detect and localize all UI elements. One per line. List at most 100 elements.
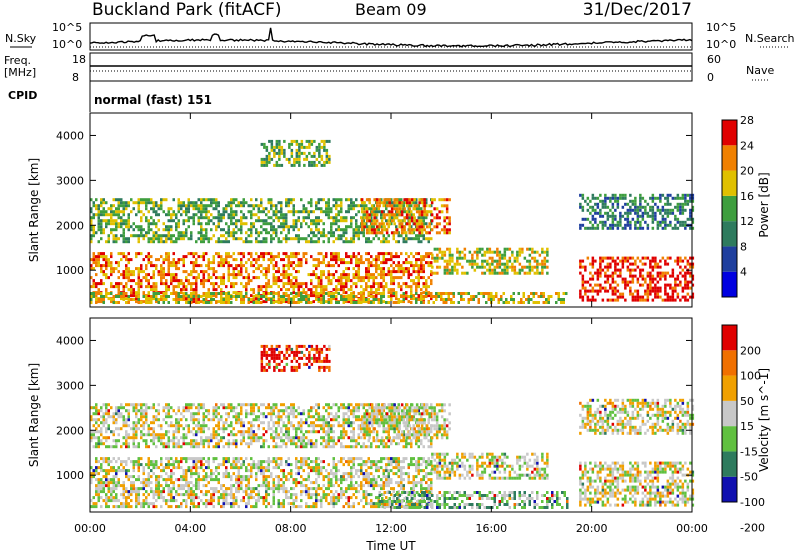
power-cell-0 — [377, 252, 380, 256]
velocity-cell-0 — [147, 484, 150, 488]
power-cell-7 — [355, 295, 358, 298]
power-cell-0 — [287, 264, 290, 268]
power-cell-6 — [624, 217, 627, 221]
power-cell-6 — [619, 223, 622, 227]
power-cell-2 — [445, 204, 449, 208]
power-cell-6 — [659, 211, 662, 215]
power-cell-6 — [629, 220, 632, 224]
power-cell-6 — [641, 214, 645, 218]
power-cell-2 — [383, 198, 386, 202]
power-cell-1 — [145, 207, 148, 211]
power-cell-7 — [315, 292, 318, 295]
power-cell-1 — [185, 204, 188, 208]
power-cell-3 — [518, 247, 522, 251]
power-cell-1 — [145, 231, 148, 235]
power-cell-6 — [651, 217, 655, 221]
velocity-cell-0 — [200, 499, 203, 503]
power-cell-2 — [363, 222, 366, 226]
velocity-cell-0 — [285, 493, 288, 497]
power-cell-1 — [295, 237, 298, 241]
velocity-cell-0 — [240, 478, 243, 482]
velocity-cell-0 — [237, 484, 240, 488]
velocity-cell-0 — [142, 487, 145, 491]
power-cell-7 — [267, 292, 270, 295]
power-cell-1 — [412, 201, 415, 205]
power-cell-7 — [155, 295, 158, 298]
velocity-cell-0 — [227, 493, 230, 497]
power-cell-0 — [370, 261, 373, 265]
power-cell-1 — [197, 207, 200, 211]
velocity-cell-0 — [160, 475, 163, 479]
power-cell-0 — [402, 300, 405, 304]
power-cell-2 — [360, 222, 364, 226]
power-cell-7 — [280, 295, 283, 298]
power-cell-0 — [250, 288, 253, 292]
power-cell-3 — [458, 250, 462, 254]
power-cell-0 — [275, 300, 278, 304]
power-cell-0 — [407, 273, 410, 277]
power-cell-0 — [165, 285, 168, 289]
power-cell-7 — [205, 301, 208, 304]
power-cell-1 — [265, 207, 268, 211]
power-cell-5 — [621, 259, 625, 263]
velocity-cell-0 — [172, 484, 175, 488]
power-cell-6 — [591, 193, 595, 197]
power-cell-0 — [417, 270, 420, 274]
power-cell-0 — [407, 261, 410, 265]
velocity-cell-0 — [167, 493, 170, 497]
power-cell-7 — [347, 298, 350, 301]
power-cell-1 — [265, 231, 268, 235]
velocity-cell-0 — [230, 484, 233, 488]
power-cell-7 — [532, 295, 535, 298]
power-cell-1 — [147, 231, 150, 235]
power-colorbar-frame — [721, 119, 738, 298]
power-cell-1 — [175, 222, 178, 226]
power-cell-3 — [506, 247, 509, 251]
power-cell-0 — [330, 273, 333, 277]
power-cell-0 — [420, 267, 423, 271]
velocity-cell-0 — [185, 502, 188, 506]
power-cell-1 — [140, 198, 143, 202]
velocity-cell-0 — [122, 493, 125, 497]
power-cell-6 — [599, 211, 602, 215]
power-cell-5 — [689, 256, 692, 260]
power-cell-1 — [102, 210, 105, 214]
velocity-cell-0 — [160, 463, 163, 467]
power-cell-1 — [297, 219, 300, 223]
power-cell-0 — [327, 276, 330, 280]
power-cell-4 — [323, 160, 326, 164]
power-cell-2 — [410, 231, 414, 235]
power-cell-1 — [430, 237, 433, 241]
power-cell-3 — [488, 271, 492, 275]
power-cell-2 — [443, 225, 446, 229]
power-cell-7 — [397, 298, 400, 301]
power-cell-0 — [295, 252, 298, 256]
power-cell-1 — [310, 240, 313, 244]
power-cell-3 — [488, 262, 492, 266]
power-cell-7 — [240, 292, 243, 295]
power-cell-0 — [235, 276, 238, 280]
power-cell-2 — [360, 201, 364, 205]
power-cell-1 — [112, 240, 115, 244]
power-cell-1 — [227, 216, 230, 220]
power-cell-0 — [252, 291, 255, 295]
velocity-cell-0 — [127, 502, 130, 506]
power-cell-1 — [175, 213, 178, 217]
power-cell-2 — [395, 201, 399, 205]
power-cell-7 — [430, 295, 433, 298]
velocity-cell-0 — [157, 484, 160, 488]
power-cell-0 — [185, 294, 188, 298]
power-cell-0 — [147, 285, 150, 289]
power-cell-6 — [684, 223, 687, 227]
power-cell-3 — [528, 259, 532, 263]
power-cell-6 — [644, 208, 647, 212]
power-cell-1 — [225, 222, 228, 226]
power-cell-6 — [624, 196, 627, 200]
power-cell-5 — [594, 283, 597, 287]
power-cell-3 — [518, 253, 522, 257]
power-cell-1 — [287, 204, 290, 208]
power-cell-4 — [288, 142, 291, 146]
power-cell-1 — [150, 207, 153, 211]
velocity-cell-0 — [200, 463, 203, 467]
power-cell-7 — [315, 298, 318, 301]
